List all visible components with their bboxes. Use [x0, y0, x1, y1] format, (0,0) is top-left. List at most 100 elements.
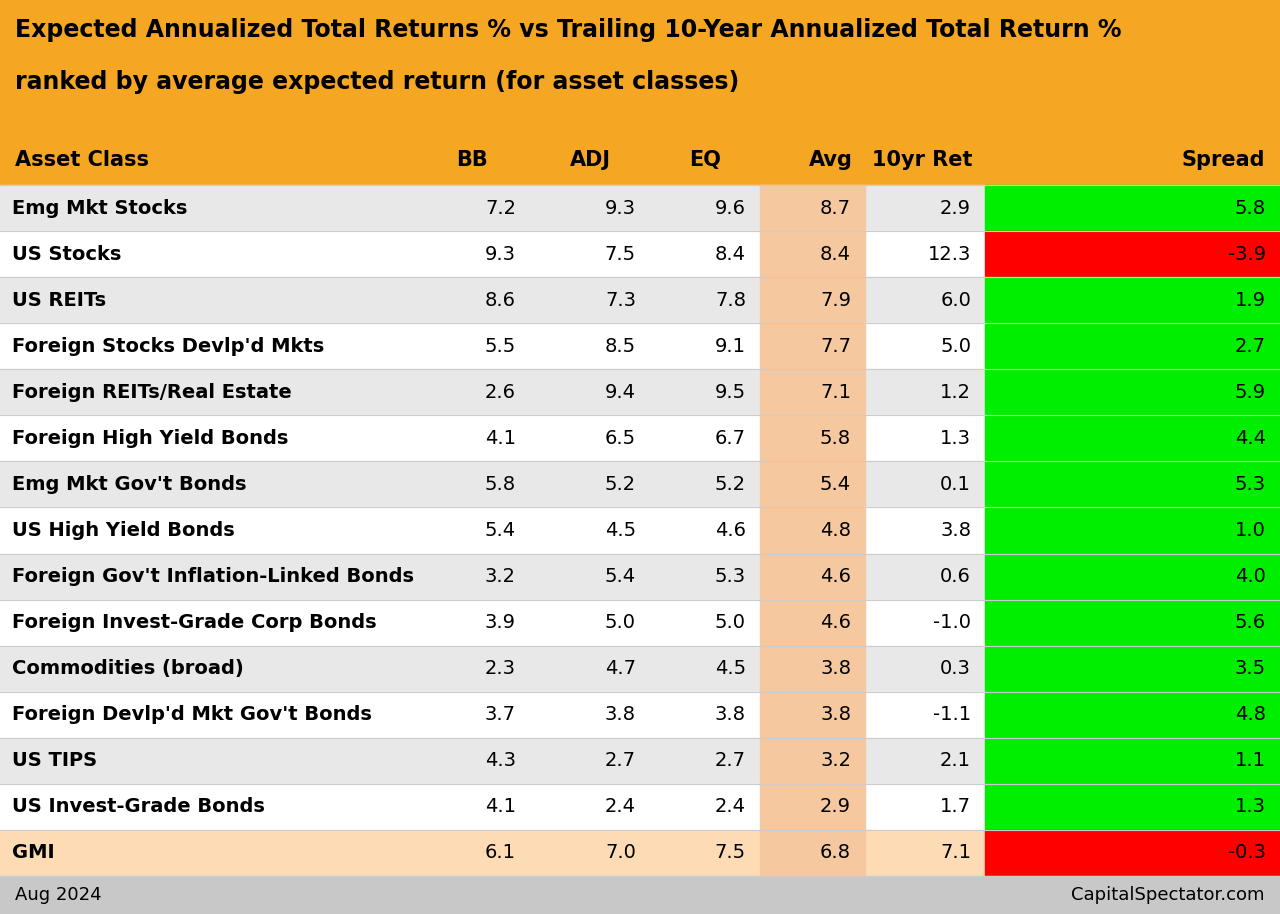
- Bar: [986, 784, 1280, 830]
- Text: Foreign Gov't Inflation-Linked Bonds: Foreign Gov't Inflation-Linked Bonds: [12, 567, 413, 586]
- Bar: [986, 554, 1280, 600]
- Text: 5.6: 5.6: [1235, 613, 1266, 632]
- Bar: [760, 462, 865, 507]
- Text: 8.4: 8.4: [820, 245, 851, 263]
- Text: 4.5: 4.5: [714, 659, 746, 678]
- Text: 2.3: 2.3: [485, 659, 516, 678]
- Text: 1.3: 1.3: [940, 429, 972, 448]
- Text: 2.7: 2.7: [605, 751, 636, 771]
- Text: 1.3: 1.3: [1235, 797, 1266, 816]
- Bar: [986, 600, 1280, 645]
- Text: 5.4: 5.4: [485, 521, 516, 540]
- Text: 3.8: 3.8: [940, 521, 972, 540]
- Text: Foreign High Yield Bonds: Foreign High Yield Bonds: [12, 429, 288, 448]
- Bar: [0, 324, 986, 369]
- Text: 3.9: 3.9: [485, 613, 516, 632]
- Text: 2.1: 2.1: [940, 751, 972, 771]
- Text: US Invest-Grade Bonds: US Invest-Grade Bonds: [12, 797, 265, 816]
- Text: Foreign Devlp'd Mkt Gov't Bonds: Foreign Devlp'd Mkt Gov't Bonds: [12, 706, 372, 724]
- Bar: [0, 462, 986, 507]
- Bar: [986, 507, 1280, 554]
- Text: 5.9: 5.9: [1235, 383, 1266, 402]
- Text: 0.6: 0.6: [940, 567, 972, 586]
- Bar: [760, 369, 865, 415]
- Text: 7.7: 7.7: [820, 336, 851, 356]
- Text: 2.9: 2.9: [820, 797, 851, 816]
- Text: 3.8: 3.8: [716, 706, 746, 724]
- Text: 6.8: 6.8: [820, 844, 851, 863]
- Bar: [0, 185, 986, 231]
- Text: Emg Mkt Stocks: Emg Mkt Stocks: [12, 198, 187, 218]
- Text: 5.8: 5.8: [820, 429, 851, 448]
- Bar: [0, 600, 986, 645]
- Text: 5.2: 5.2: [605, 475, 636, 494]
- Text: 9.3: 9.3: [485, 245, 516, 263]
- Text: 6.5: 6.5: [605, 429, 636, 448]
- Bar: [0, 692, 986, 738]
- Text: 1.1: 1.1: [1235, 751, 1266, 771]
- Text: 5.3: 5.3: [714, 567, 746, 586]
- Text: 5.5: 5.5: [485, 336, 516, 356]
- Text: -0.3: -0.3: [1228, 844, 1266, 863]
- Text: 8.4: 8.4: [716, 245, 746, 263]
- Text: 7.8: 7.8: [716, 291, 746, 310]
- Text: Foreign Invest-Grade Corp Bonds: Foreign Invest-Grade Corp Bonds: [12, 613, 376, 632]
- Text: 1.9: 1.9: [1235, 291, 1266, 310]
- Text: 7.5: 7.5: [605, 245, 636, 263]
- Text: 5.0: 5.0: [605, 613, 636, 632]
- Text: 2.7: 2.7: [1235, 336, 1266, 356]
- Text: 5.0: 5.0: [716, 613, 746, 632]
- Text: 3.7: 3.7: [485, 706, 516, 724]
- Bar: [0, 231, 986, 277]
- Text: 9.5: 9.5: [714, 383, 746, 402]
- Text: 4.6: 4.6: [820, 567, 851, 586]
- Text: 8.6: 8.6: [485, 291, 516, 310]
- Text: 7.1: 7.1: [820, 383, 851, 402]
- Bar: [760, 554, 865, 600]
- Text: 4.8: 4.8: [1235, 706, 1266, 724]
- Text: 4.7: 4.7: [605, 659, 636, 678]
- Bar: [0, 135, 1280, 185]
- Text: 7.5: 7.5: [714, 844, 746, 863]
- Text: 2.7: 2.7: [716, 751, 746, 771]
- Bar: [986, 830, 1280, 876]
- Text: 8.5: 8.5: [605, 336, 636, 356]
- Text: 10yr Ret: 10yr Ret: [873, 150, 973, 170]
- Text: 4.1: 4.1: [485, 429, 516, 448]
- Text: Foreign REITs/Real Estate: Foreign REITs/Real Estate: [12, 383, 292, 402]
- Bar: [0, 554, 986, 600]
- Text: -1.0: -1.0: [933, 613, 972, 632]
- Text: 0.1: 0.1: [940, 475, 972, 494]
- Bar: [986, 185, 1280, 231]
- Text: 4.4: 4.4: [1235, 429, 1266, 448]
- Text: 7.1: 7.1: [940, 844, 972, 863]
- Text: US Stocks: US Stocks: [12, 245, 122, 263]
- Text: 7.3: 7.3: [605, 291, 636, 310]
- Bar: [986, 692, 1280, 738]
- Text: 3.5: 3.5: [1235, 659, 1266, 678]
- Text: 5.8: 5.8: [485, 475, 516, 494]
- Bar: [986, 277, 1280, 324]
- Bar: [986, 415, 1280, 462]
- Text: 5.2: 5.2: [714, 475, 746, 494]
- Bar: [986, 645, 1280, 692]
- Text: 3.2: 3.2: [820, 751, 851, 771]
- Text: 3.8: 3.8: [820, 659, 851, 678]
- Text: EQ: EQ: [689, 150, 721, 170]
- Text: Aug 2024: Aug 2024: [15, 886, 101, 904]
- Text: -3.9: -3.9: [1228, 245, 1266, 263]
- Bar: [760, 830, 865, 876]
- Bar: [760, 507, 865, 554]
- Text: CapitalSpectator.com: CapitalSpectator.com: [1071, 886, 1265, 904]
- Bar: [0, 645, 986, 692]
- Bar: [0, 507, 986, 554]
- Bar: [986, 462, 1280, 507]
- Text: US REITs: US REITs: [12, 291, 106, 310]
- Text: Expected Annualized Total Returns % vs Trailing 10-Year Annualized Total Return : Expected Annualized Total Returns % vs T…: [15, 18, 1121, 42]
- Bar: [760, 415, 865, 462]
- Text: 9.6: 9.6: [716, 198, 746, 218]
- Text: 5.4: 5.4: [820, 475, 851, 494]
- Text: Commodities (broad): Commodities (broad): [12, 659, 243, 678]
- Bar: [760, 738, 865, 784]
- Bar: [760, 231, 865, 277]
